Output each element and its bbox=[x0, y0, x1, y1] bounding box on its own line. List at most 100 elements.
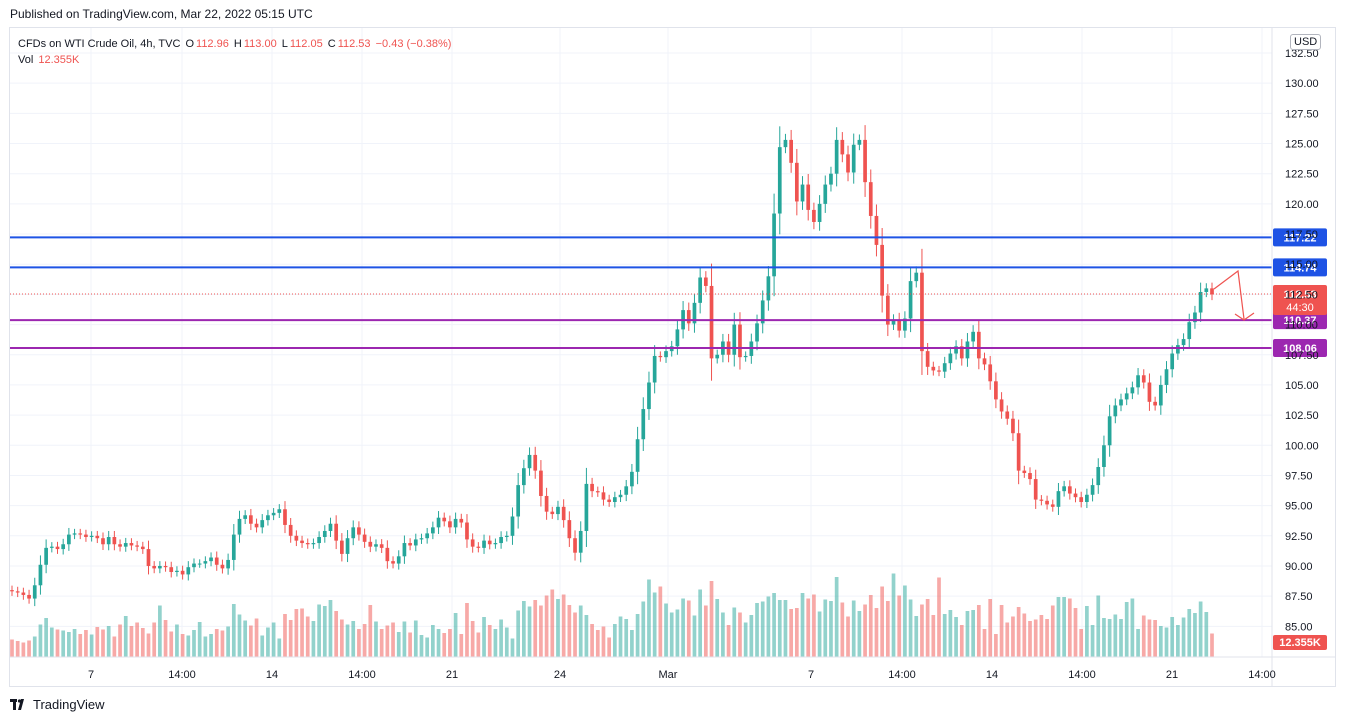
volume-bar bbox=[971, 610, 975, 657]
chart-pane[interactable] bbox=[9, 27, 1336, 687]
countdown-label: 44:30 bbox=[1286, 302, 1314, 314]
candle-body bbox=[220, 564, 225, 569]
price-tick-label: 87.50 bbox=[1285, 591, 1313, 603]
volume-bar bbox=[1170, 617, 1175, 657]
level-label-bg bbox=[1273, 228, 1327, 247]
volume-bar bbox=[89, 634, 94, 657]
candle-body bbox=[1050, 504, 1055, 507]
level-label: 110.37 bbox=[1283, 315, 1316, 327]
low-value: 112.05 bbox=[289, 38, 323, 50]
candle-body bbox=[61, 544, 66, 550]
time-tick-label: 14:00 bbox=[1068, 669, 1096, 681]
volume-bar bbox=[641, 601, 646, 657]
volume-bar bbox=[271, 622, 276, 657]
volume-bar bbox=[1079, 629, 1084, 657]
candle-body bbox=[1073, 493, 1078, 498]
candle-body bbox=[908, 281, 913, 319]
candle-body bbox=[146, 549, 151, 566]
candle-body bbox=[163, 565, 168, 568]
candle-body bbox=[715, 354, 720, 359]
close-label: C bbox=[327, 38, 336, 50]
price-tick-label: 105.00 bbox=[1285, 380, 1319, 392]
volume-bar bbox=[186, 635, 191, 657]
volume-bar bbox=[578, 605, 583, 657]
candle-body bbox=[271, 512, 276, 516]
candle-body bbox=[544, 495, 549, 512]
volume-bar bbox=[1050, 605, 1055, 657]
candle-body bbox=[118, 544, 122, 547]
candle-body bbox=[1028, 473, 1032, 480]
level-label: 117.22 bbox=[1283, 232, 1316, 244]
volume-bar bbox=[112, 636, 117, 657]
volume-bar bbox=[140, 628, 145, 657]
candle-body bbox=[760, 300, 765, 324]
symbol-label[interactable]: CFDs on WTI Crude Oil, 4h, TVC bbox=[18, 38, 181, 50]
volume-bar bbox=[1022, 613, 1027, 657]
volume-bar bbox=[169, 631, 174, 657]
volume-bar bbox=[300, 608, 304, 657]
candle-body bbox=[533, 454, 538, 471]
candle-body bbox=[931, 366, 936, 371]
volume-bar bbox=[976, 605, 981, 657]
candle-body bbox=[743, 355, 748, 358]
candle-body bbox=[1176, 345, 1180, 354]
candle-body bbox=[419, 538, 424, 540]
candle-body bbox=[1164, 369, 1169, 385]
candle-body bbox=[237, 518, 242, 535]
volume-bar bbox=[311, 621, 316, 657]
volume-bar bbox=[78, 634, 83, 657]
volume-bar bbox=[288, 620, 293, 657]
candle-body bbox=[294, 535, 299, 541]
candle-body bbox=[1181, 339, 1186, 346]
candle-body bbox=[1210, 288, 1214, 295]
candle-body bbox=[311, 543, 316, 545]
volume-bar bbox=[1033, 619, 1038, 657]
volume-bar bbox=[431, 625, 435, 657]
volume-bar bbox=[1136, 629, 1140, 657]
volume-bar bbox=[874, 608, 879, 657]
candle-body bbox=[1187, 322, 1192, 340]
currency-button[interactable]: USD bbox=[1290, 34, 1322, 50]
candle-body bbox=[954, 346, 958, 354]
volume-bar bbox=[61, 630, 66, 657]
volume-bar bbox=[163, 620, 168, 657]
candle-body bbox=[49, 546, 54, 548]
candle-body bbox=[95, 535, 100, 539]
arrow-head bbox=[1234, 312, 1255, 321]
level-label-bg bbox=[1273, 338, 1327, 357]
volume-label: Vol bbox=[18, 54, 34, 66]
candle-body bbox=[891, 319, 896, 325]
volume-bar bbox=[72, 629, 77, 657]
volume-bar bbox=[783, 600, 788, 657]
time-tick-label: Mar bbox=[659, 669, 678, 681]
candle-body bbox=[732, 324, 737, 355]
volume-bar bbox=[516, 610, 521, 657]
candle-body bbox=[635, 439, 640, 472]
footer-brand: TradingView bbox=[33, 697, 105, 712]
candle-body bbox=[27, 594, 31, 599]
volume-bar bbox=[624, 619, 629, 657]
volume-bar bbox=[920, 604, 924, 657]
candle-body bbox=[152, 565, 157, 569]
candle-body bbox=[169, 567, 174, 573]
volume-bar bbox=[772, 593, 776, 657]
level-label-bg bbox=[1273, 258, 1327, 277]
volume-bar bbox=[908, 599, 913, 657]
candle-body bbox=[550, 511, 555, 515]
volume-bar bbox=[925, 599, 930, 657]
volume-bar bbox=[709, 581, 714, 657]
candle-body bbox=[982, 358, 987, 365]
volume-bar bbox=[129, 626, 134, 657]
candle-body bbox=[783, 139, 788, 148]
candle-body bbox=[351, 527, 356, 539]
volume-bar bbox=[834, 577, 839, 657]
volume-bar bbox=[379, 629, 384, 657]
volume-bar bbox=[897, 595, 902, 657]
candle-body bbox=[1170, 353, 1175, 370]
candle-body bbox=[1090, 485, 1095, 495]
candle-body bbox=[652, 355, 657, 383]
grid-lines bbox=[10, 28, 1272, 657]
candle-body bbox=[1056, 491, 1061, 507]
volume-bar bbox=[328, 600, 333, 657]
